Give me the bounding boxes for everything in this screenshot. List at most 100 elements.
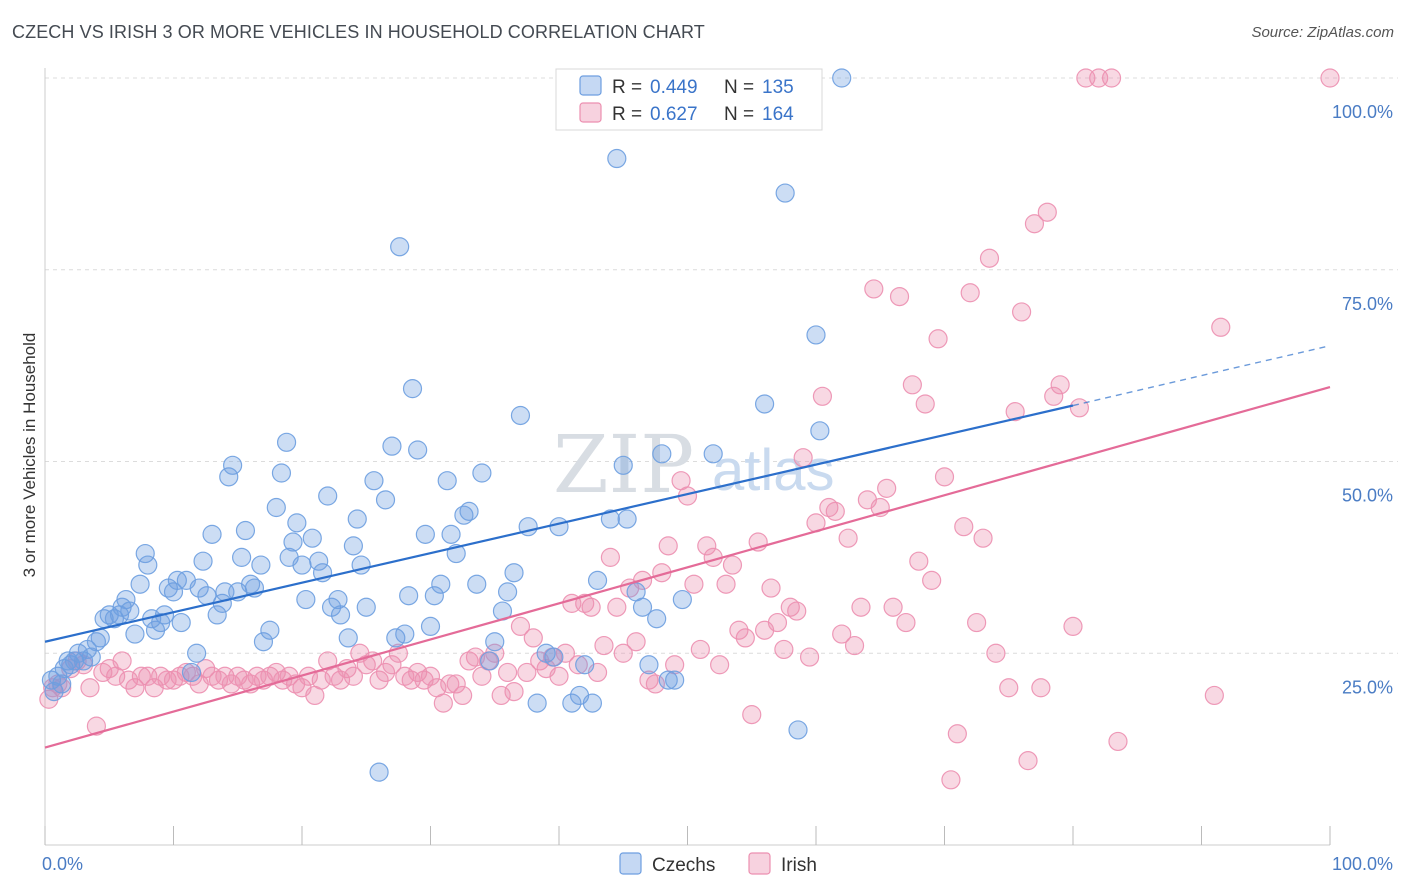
irish-point-76	[523, 628, 543, 648]
irish-point-129	[864, 279, 884, 299]
irish-point-64	[446, 674, 466, 694]
czech-point-22	[130, 574, 150, 594]
czech-point-20	[120, 601, 140, 621]
czech-point-85	[424, 586, 444, 606]
watermark: ZIP atlas	[553, 418, 835, 511]
czech-point-108	[582, 693, 603, 713]
czech-point-117	[647, 609, 667, 629]
czech-point-86	[431, 574, 451, 594]
irish-point-147	[979, 248, 1000, 268]
irish-point-136	[909, 551, 929, 571]
irish-point-88	[600, 547, 621, 567]
chart-title: CZECH VS IRISH 3 OR MORE VEHICLES IN HOU…	[12, 22, 705, 42]
tick-labels: 25.0% 50.0% 75.0% 100.0% 0.0% 100.0%	[42, 102, 1393, 874]
czech-point-107	[575, 655, 595, 675]
czech-point-44	[223, 455, 243, 475]
irish-point-152	[1018, 751, 1038, 771]
irish-point-103	[697, 536, 717, 556]
czech-point-3	[52, 674, 72, 694]
irish-point-159	[1069, 398, 1090, 418]
y-tick-label-0: 25.0%	[1342, 677, 1393, 697]
irish-point-151	[1011, 302, 1032, 322]
czech-point-90	[454, 505, 474, 525]
x-tick-label-1: 100.0%	[1332, 854, 1393, 874]
czech-point-68	[338, 628, 358, 648]
irish-point-121	[812, 386, 833, 406]
irish-point-87	[594, 635, 614, 656]
czech-point-112	[613, 455, 633, 475]
czech-point-60	[296, 589, 316, 610]
irish-point-135	[902, 375, 922, 395]
czech-point-6	[61, 655, 81, 675]
y-tick-label-1: 50.0%	[1342, 486, 1393, 506]
watermark-atlas: atlas	[712, 438, 835, 503]
grid-lines	[45, 77, 1398, 654]
czech-point-51	[253, 632, 274, 652]
y-tick-label-3: 100.0%	[1332, 102, 1393, 122]
czech-point-82	[408, 440, 428, 460]
irish-point-138	[922, 570, 942, 590]
czech-point-83	[415, 524, 435, 544]
czech-point-50	[251, 555, 271, 575]
czech-point-62	[309, 551, 329, 571]
irish-point-97	[658, 536, 678, 556]
irish-point-118	[793, 448, 813, 468]
irish-r-value: 0.627	[650, 104, 698, 125]
irish-n-value: 164	[762, 104, 794, 125]
czech-point-127	[810, 421, 830, 441]
irish-point-12	[112, 651, 132, 671]
czech-point-35	[187, 643, 207, 663]
irish-point-89	[607, 597, 627, 617]
czech-point-126	[806, 325, 826, 345]
axes	[44, 68, 1331, 846]
czech-point-110	[600, 509, 621, 529]
czech-point-12	[86, 632, 107, 652]
y-axis-label: 3 or more Vehicles in Household	[20, 333, 39, 578]
irish-point-60	[420, 666, 441, 686]
czech-point-46	[232, 547, 252, 567]
irish-point-140	[934, 467, 955, 487]
irish-point-163	[1108, 731, 1128, 752]
czechs-trend-line	[44, 404, 1074, 643]
czech-point-116	[639, 655, 659, 675]
irish-point-119	[799, 647, 820, 667]
irish-point-67	[465, 647, 486, 667]
x-tick-label-0: 0.0%	[42, 854, 83, 874]
irish-point-145	[967, 612, 987, 633]
czech-point-36	[189, 578, 209, 598]
irish-point-157	[1050, 375, 1070, 395]
irish-point-127	[851, 597, 871, 617]
czech-point-74	[369, 762, 389, 782]
czech-point-95	[485, 632, 505, 652]
irish-point-74	[510, 616, 531, 637]
irish-point-53	[375, 662, 396, 683]
irish-point-165	[1211, 317, 1231, 337]
irish-point-77	[530, 651, 550, 671]
irish-point-148	[986, 643, 1006, 663]
irish-point-102	[690, 639, 710, 660]
czech-point-123	[754, 394, 775, 414]
irish-point-158	[1063, 616, 1083, 637]
czech-point-57	[283, 532, 303, 552]
irish-point-58	[408, 662, 428, 683]
irish-point-113	[761, 578, 781, 598]
irish-point-108	[729, 620, 749, 640]
irish-point-71	[491, 685, 511, 706]
czech-point-76	[382, 436, 402, 456]
czech-point-72	[356, 597, 376, 617]
irish-point-143	[954, 517, 974, 537]
czech-point-118	[652, 444, 672, 464]
czechs-r-value: 0.449	[650, 77, 698, 98]
irish-point-156	[1044, 386, 1064, 406]
irish-point-115	[774, 639, 794, 660]
irish-point-142	[947, 724, 967, 744]
czech-point-55	[276, 432, 297, 452]
irish-point-154	[1031, 678, 1051, 698]
irish-point-63	[440, 674, 460, 694]
y-tick-label-2: 75.0%	[1342, 294, 1393, 314]
czech-point-121	[672, 589, 692, 610]
irish-n-label: N =	[724, 104, 754, 125]
irish-point-14	[125, 678, 145, 698]
irish-point-109	[735, 628, 755, 648]
irish-point-62	[433, 693, 453, 713]
